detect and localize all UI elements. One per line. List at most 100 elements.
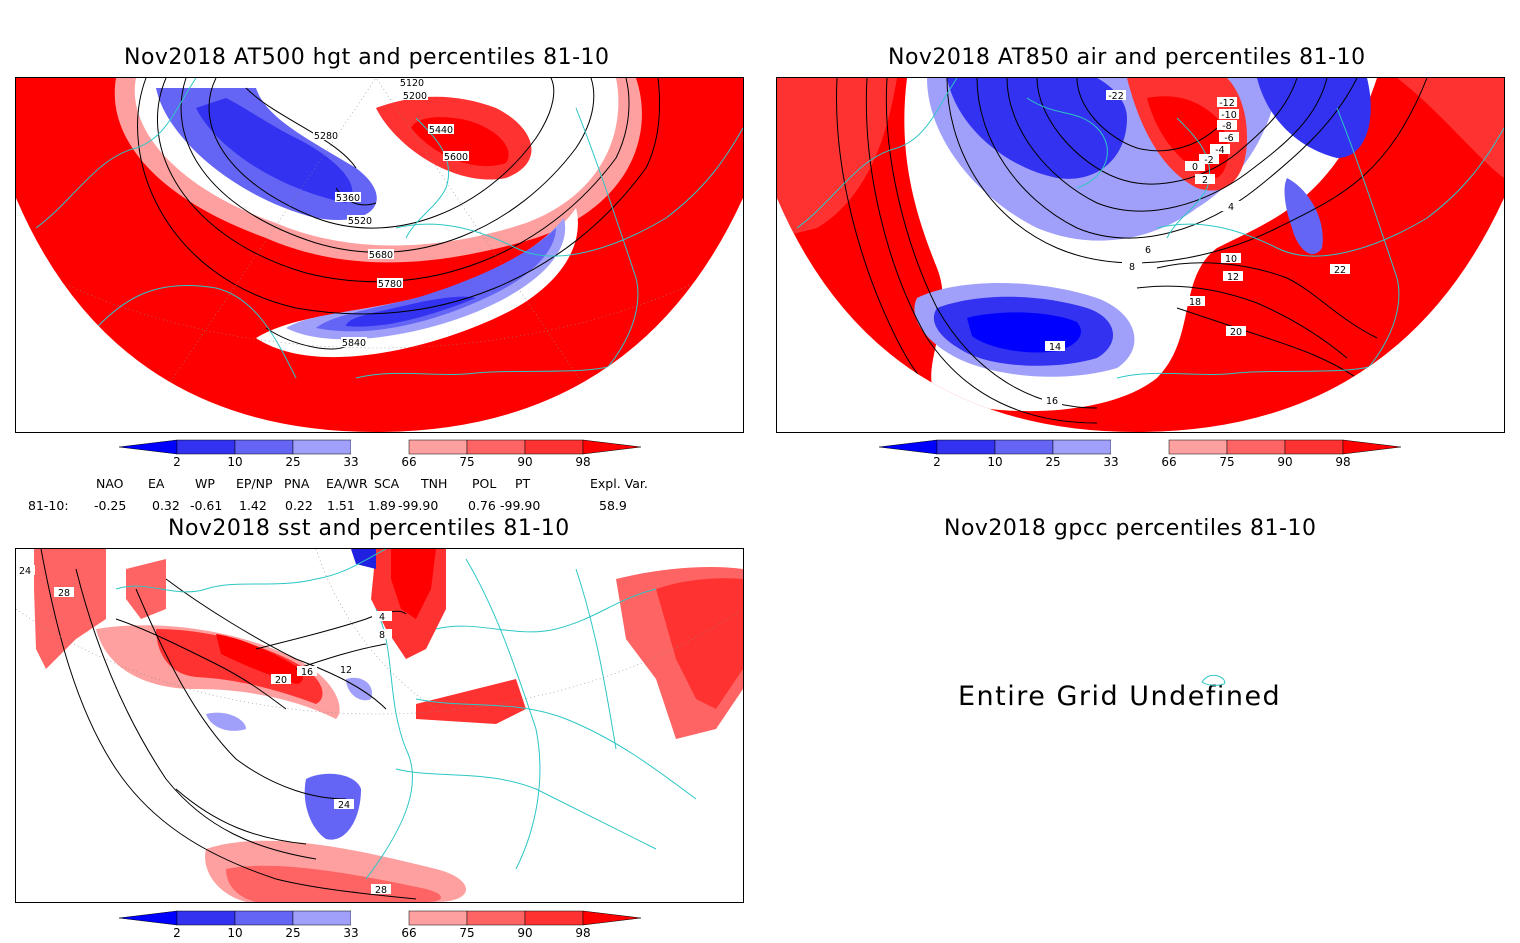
index-header-pt: PT (515, 476, 531, 491)
contour-label: 24 (338, 800, 350, 811)
colorbar-tick-label: 25 (1045, 455, 1060, 469)
index-value-nao: -0.25 (94, 498, 127, 513)
index-header-eawr: EA/WR (326, 476, 368, 491)
contour-label: 14 (1049, 342, 1061, 353)
index-header-wp: WP (195, 476, 215, 491)
panel-title-gpcc: Nov2018 gpcc percentiles 81-10 (944, 516, 1317, 541)
colorbar-tick-label: 10 (227, 926, 242, 940)
index-header-ea: EA (148, 476, 165, 491)
contour-label: 0 (1192, 162, 1198, 173)
colorbar-scale: 2 10 25 33 66 75 90 98 (118, 910, 642, 940)
colorbar-segment (524, 439, 584, 455)
colorbar-segment (176, 439, 236, 455)
colorbar-tick-label: 90 (517, 926, 532, 940)
contour-label: 18 (1189, 297, 1201, 308)
colorbar-tick-label: 25 (285, 926, 300, 940)
colorbar-segment (466, 910, 526, 926)
index-header-nao: NAO (96, 476, 124, 491)
index-header-pna: PNA (284, 476, 310, 491)
colorbar-segment (292, 910, 352, 926)
contour-label: 5840 (342, 338, 366, 349)
contour-label: 6 (1145, 245, 1151, 256)
undefined-grid-message: Entire Grid Undefined (958, 681, 1282, 712)
teleconnection-indices: NAO EA WP EP/NP PNA EA/WR SCA TNH POL PT… (28, 476, 748, 516)
index-value-epnp: 1.42 (239, 498, 267, 513)
panel-title-hgt500: Nov2018 AT500 hgt and percentiles 81-10 (124, 45, 610, 70)
contour-label: -4 (1215, 145, 1224, 156)
colorbar-air850: 2 10 25 33 66 75 90 98 (875, 438, 1405, 472)
colorbar-tick-label: 2 (173, 455, 181, 469)
contour-label: 24 (19, 566, 31, 577)
contour-label: 5520 (348, 216, 372, 227)
colorbar-segment (408, 439, 468, 455)
colorbar-segment (1226, 439, 1286, 455)
colorbar-tick-label: 90 (517, 455, 532, 469)
index-header-tnh: TNH (421, 476, 448, 491)
contour-label: -10 (1221, 110, 1237, 121)
contour-label: 5280 (314, 131, 338, 142)
index-value-wp: -0.61 (190, 498, 223, 513)
colorbar-segment (1284, 439, 1344, 455)
colorbar-tick-label: 33 (343, 926, 358, 940)
contour-label: 10 (1225, 254, 1237, 265)
colorbar-segment (176, 910, 236, 926)
colorbar-tick-label: 10 (227, 455, 242, 469)
panel-title-sst: Nov2018 sst and percentiles 81-10 (168, 516, 570, 541)
map-panel-hgt500: 5120 5200 5280 5440 5600 5360 5520 5680 … (15, 77, 744, 433)
colorbar-tick-label: 98 (575, 926, 590, 940)
colorbar-segment (234, 910, 294, 926)
colorbar-segment (351, 911, 409, 925)
contour-label: -6 (1224, 133, 1233, 144)
index-header-pol: POL (472, 476, 497, 491)
index-value-sca: 1.89 (368, 498, 396, 513)
colorbar-scale: 2 10 25 33 66 75 90 98 (878, 439, 1402, 469)
contour-label: 2 (1202, 175, 1208, 186)
map-panel-air850: -22 -12 -10 -8 -6 -4 -2 0 2 4 6 8 10 12 … (776, 77, 1505, 433)
colorbar-tick-label: 66 (401, 926, 416, 940)
index-header-epnp: EP/NP (236, 476, 273, 491)
map-sst: 24 28 4 8 12 16 20 24 28 (16, 549, 743, 902)
contour-label: 16 (301, 667, 313, 678)
index-value-tnh: -99.90 (398, 498, 439, 513)
contour-label: 5440 (429, 125, 453, 136)
colorbar-tick-label: 75 (459, 455, 474, 469)
colorbar-segment (1052, 439, 1112, 455)
colorbar-hgt500: 2 10 25 33 66 75 90 98 (115, 438, 645, 472)
contour-label: 5680 (369, 250, 393, 261)
colorbar-scale: 2 10 25 33 66 75 90 98 (118, 439, 642, 469)
colorbar-segment (1111, 440, 1169, 454)
colorbar-tick-label: 10 (987, 455, 1002, 469)
index-value-expl-var: 58.9 (599, 498, 627, 513)
index-header-sca: SCA (374, 476, 400, 491)
contour-label: -2 (1204, 155, 1213, 166)
contour-label: 16 (1046, 396, 1058, 407)
colorbar-tick-label: 75 (1219, 455, 1234, 469)
contour-label: -22 (1108, 91, 1124, 102)
colorbar-segment (1168, 439, 1228, 455)
contour-label: 28 (58, 588, 70, 599)
colorbar-sst: 2 10 25 33 66 75 90 98 (115, 909, 645, 943)
colorbar-arrow-low (878, 439, 938, 455)
colorbar-tick-label: 2 (933, 455, 941, 469)
colorbar-segment (936, 439, 996, 455)
contour-label: 28 (375, 885, 387, 896)
colorbar-arrow-high (1342, 439, 1402, 455)
colorbar-tick-label: 98 (1335, 455, 1350, 469)
contour-label: 8 (379, 630, 385, 641)
colorbar-segment (524, 910, 584, 926)
small-island-glyph (1201, 674, 1226, 686)
colorbar-segment (351, 440, 409, 454)
index-value-ea: 0.32 (152, 498, 180, 513)
colorbar-segment (292, 439, 352, 455)
contour-label: 5600 (444, 152, 468, 163)
index-header-expl-var: Expl. Var. (590, 476, 648, 491)
contour-label: -8 (1222, 121, 1231, 132)
contour-label: -12 (1219, 98, 1235, 109)
contour-label: 5200 (403, 91, 427, 102)
contour-label: 5780 (378, 279, 402, 290)
index-value-eawr: 1.51 (327, 498, 355, 513)
colorbar-segment (408, 910, 468, 926)
index-value-pna: 0.22 (285, 498, 313, 513)
contour-label: 20 (275, 675, 287, 686)
colorbar-arrow-high (582, 910, 642, 926)
